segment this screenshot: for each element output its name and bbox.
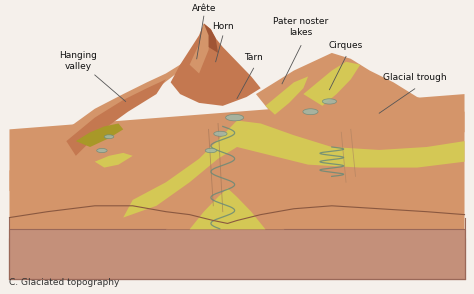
Text: Hanging
valley: Hanging valley — [59, 51, 97, 71]
Polygon shape — [303, 62, 360, 106]
Polygon shape — [190, 24, 211, 74]
Polygon shape — [123, 121, 465, 218]
Text: Arête: Arête — [191, 4, 216, 13]
Polygon shape — [76, 123, 123, 147]
Polygon shape — [66, 79, 166, 156]
Polygon shape — [171, 24, 261, 106]
Polygon shape — [95, 153, 133, 168]
Polygon shape — [9, 41, 209, 191]
Ellipse shape — [303, 109, 318, 115]
Ellipse shape — [104, 135, 114, 138]
Ellipse shape — [214, 131, 227, 136]
Text: Pater noster
lakes: Pater noster lakes — [273, 17, 328, 37]
Polygon shape — [190, 188, 265, 229]
Polygon shape — [265, 76, 308, 115]
Ellipse shape — [322, 99, 337, 104]
Polygon shape — [256, 53, 465, 132]
Polygon shape — [204, 24, 218, 53]
Text: Glacial trough: Glacial trough — [383, 73, 447, 82]
Ellipse shape — [205, 148, 217, 153]
Polygon shape — [9, 238, 465, 279]
Text: Tarn: Tarn — [244, 53, 263, 62]
Ellipse shape — [97, 148, 107, 153]
Polygon shape — [9, 238, 465, 279]
Ellipse shape — [226, 114, 244, 121]
Text: Cirques: Cirques — [329, 41, 363, 50]
Polygon shape — [9, 229, 465, 279]
Polygon shape — [9, 94, 465, 238]
Text: Horn: Horn — [212, 22, 234, 31]
Text: C. Glaciated topography: C. Glaciated topography — [9, 278, 120, 287]
Polygon shape — [166, 185, 284, 229]
